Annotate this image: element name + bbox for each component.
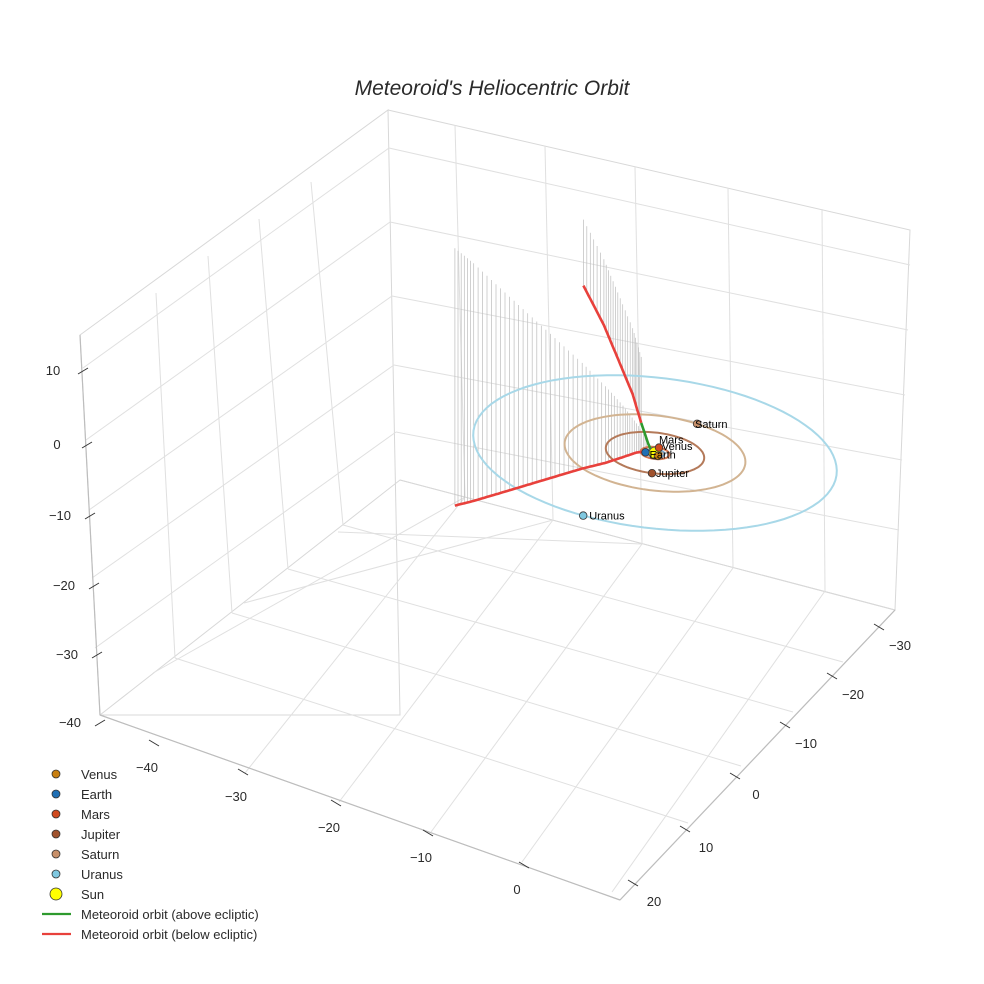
meteoroid-orbit — [454, 285, 653, 507]
legend-item[interactable]: Jupiter — [51, 827, 121, 842]
z-tick-label: −20 — [53, 578, 75, 593]
x-tick-label: −30 — [225, 789, 247, 804]
legend-item[interactable]: Uranus — [51, 867, 123, 882]
y-tick-label: 10 — [699, 840, 713, 855]
legend-item[interactable]: Mars — [51, 807, 110, 822]
legend-swatch — [51, 769, 61, 779]
meteoroid-drop-lines — [454, 219, 648, 506]
legend-swatch — [49, 887, 63, 901]
legend-item[interactable]: Meteoroid orbit (below ecliptic) — [42, 927, 257, 942]
legend[interactable]: Venus Earth Mars Jupiter Saturn Uranus Sun Mete… — [42, 767, 259, 942]
orbit-saturn — [563, 413, 747, 493]
axis-lines — [79, 334, 896, 901]
z-tick-label: 0 — [53, 437, 60, 452]
y-tick-label: −20 — [842, 687, 864, 702]
legend-swatch — [51, 849, 61, 859]
legend-label: Earth — [81, 787, 112, 802]
legend-label: Meteoroid orbit (above ecliptic) — [81, 907, 259, 922]
legend-item[interactable]: Sun — [49, 887, 104, 902]
planet-earth-label: Earth — [650, 449, 676, 461]
legend-label: Sun — [81, 887, 104, 902]
legend-label: Meteoroid orbit (below ecliptic) — [81, 927, 257, 942]
z-tick-label: −10 — [49, 508, 71, 523]
planet-venus-label: Venus — [662, 441, 693, 453]
x-tick-label: −10 — [410, 850, 432, 865]
legend-item[interactable]: Meteoroid orbit (above ecliptic) — [42, 907, 259, 922]
x-tick-label: −20 — [318, 820, 340, 835]
planet-earth-marker[interactable] — [641, 448, 650, 457]
y-tick-label: −30 — [889, 638, 911, 653]
planet-mars-label: Mars — [659, 435, 684, 447]
legend-item[interactable]: Earth — [51, 787, 112, 802]
planet-jupiter-label: Jupiter — [656, 468, 689, 480]
legend-swatch — [51, 789, 61, 799]
y-tick-label: 0 — [752, 787, 759, 802]
chart-title: Meteoroid's Heliocentric Orbit — [355, 77, 631, 100]
legend-swatch — [51, 829, 61, 839]
legend-swatch — [51, 809, 61, 819]
meteoroid-above-path — [639, 422, 653, 453]
legend-label: Mars — [81, 807, 110, 822]
z-tick-label: −40 — [59, 715, 81, 730]
y-tick-label: −10 — [795, 736, 817, 751]
legend-label: Jupiter — [81, 827, 121, 842]
legend-label: Uranus — [81, 867, 123, 882]
legend-item[interactable]: Saturn — [51, 847, 119, 862]
meteoroid-below-path — [454, 450, 652, 507]
legend-swatch — [51, 869, 61, 879]
planet-saturn-marker[interactable] — [692, 419, 702, 428]
legend-label: Venus — [81, 767, 118, 782]
z-tick-label: 10 — [46, 363, 60, 378]
planet-uranus-marker[interactable] — [579, 511, 588, 520]
meteoroid-below-path — [582, 285, 643, 424]
x-tick-label: 0 — [513, 882, 520, 897]
orbit-uranus — [472, 374, 838, 532]
legend-label: Saturn — [81, 847, 119, 862]
axis-ticks: −40 −30 −20 −10 0 −30 −20 −10 0 10 20 −40 −30 −20 −10 0… — [46, 363, 911, 909]
planet-venus-marker[interactable] — [653, 451, 663, 461]
planet-jupiter-marker[interactable] — [647, 469, 657, 478]
planet-mars-marker[interactable] — [654, 443, 664, 452]
planet-saturn-label: Saturn — [695, 419, 727, 431]
legend-item[interactable]: Venus — [51, 767, 118, 782]
y-tick-label: 20 — [647, 894, 661, 909]
planet-uranus-label: Uranus — [589, 511, 625, 523]
z-tick-label: −30 — [56, 647, 78, 662]
x-tick-label: −40 — [136, 760, 158, 775]
axis-grid — [79, 109, 911, 901]
